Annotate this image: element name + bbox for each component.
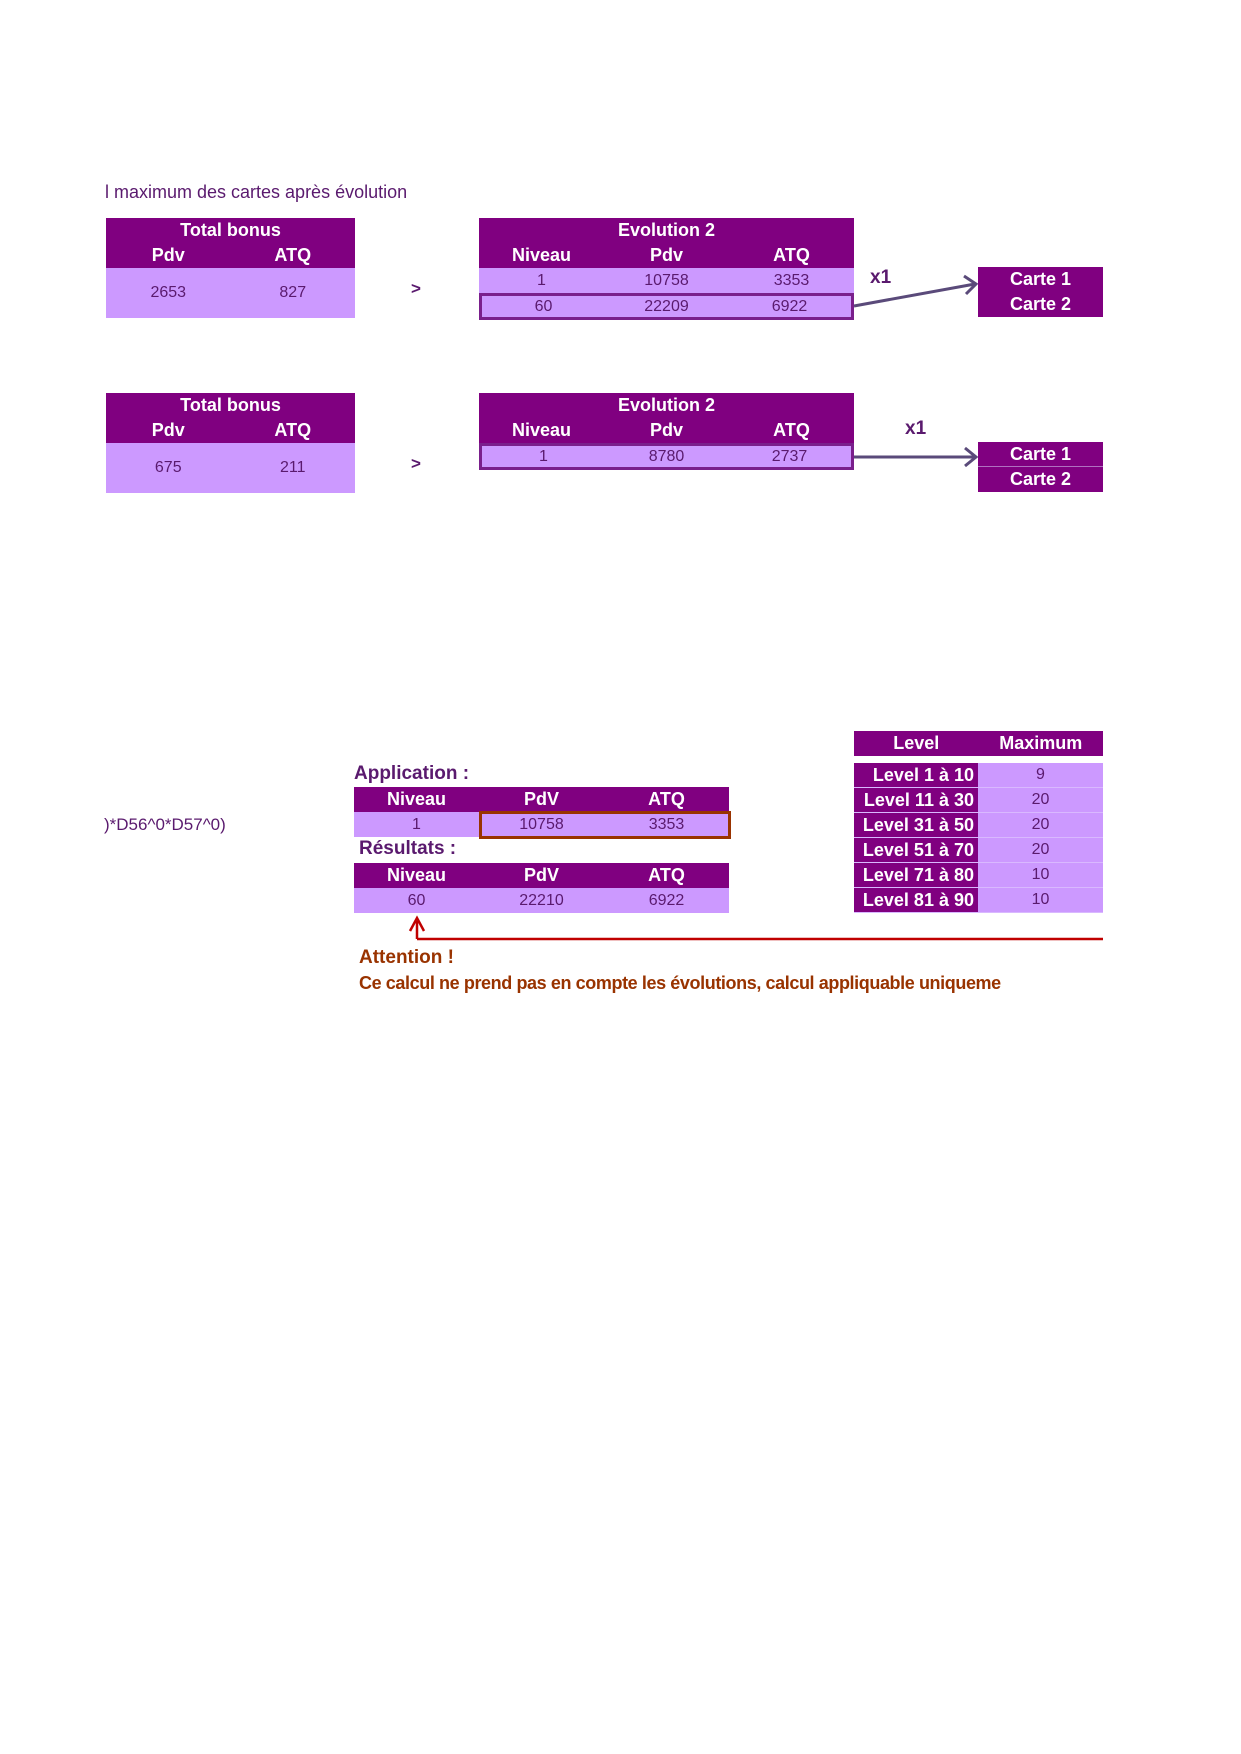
warning-title: Attention ! bbox=[359, 947, 454, 968]
cell[interactable]: 60 bbox=[407, 891, 426, 909]
multiplier: x1 bbox=[870, 267, 892, 288]
table-row: Level 31 à 50 20 bbox=[854, 813, 1103, 838]
cell[interactable]: 60 bbox=[534, 297, 553, 315]
col-header: Niveau bbox=[386, 865, 447, 885]
cell[interactable]: 8780 bbox=[648, 447, 685, 465]
table-row-selected: 60 22209 6922 bbox=[479, 293, 854, 320]
total-bonus-table-2: Total bonus Pdv ATQ 675 211 bbox=[106, 393, 355, 493]
col-header: Level bbox=[893, 733, 940, 753]
level-range: Level 81 à 90 bbox=[854, 888, 978, 912]
col-header: Pdv bbox=[151, 420, 185, 440]
col-header: Niveau bbox=[386, 789, 447, 809]
level-range: Level 51 à 70 bbox=[854, 838, 978, 862]
card-label: Carte 1 bbox=[1009, 443, 1072, 464]
results-table: Niveau PdV ATQ 60 22210 6922 bbox=[354, 863, 729, 913]
card-label: Carte 2 bbox=[1009, 294, 1072, 314]
col-header: Pdv bbox=[151, 245, 185, 265]
level-range: Level 11 à 30 bbox=[854, 788, 978, 812]
cell[interactable]: 6922 bbox=[771, 297, 808, 315]
application-label: Application : bbox=[354, 763, 470, 784]
cell[interactable]: 10758 bbox=[644, 271, 689, 289]
cell[interactable]: 1 bbox=[412, 815, 421, 833]
col-header: Niveau bbox=[511, 245, 572, 265]
table-row: Level 11 à 30 20 bbox=[854, 788, 1103, 813]
formula-text: )*D56^0*D57^0) bbox=[104, 815, 226, 834]
table-row-selected: 1 8780 2737 bbox=[479, 443, 854, 470]
level-maximum[interactable]: 10 bbox=[978, 888, 1103, 912]
arrow-icon bbox=[853, 274, 979, 308]
cell[interactable]: 1 bbox=[537, 271, 546, 289]
table-row: Level 71 à 80 10 bbox=[854, 863, 1103, 888]
arrow-icon bbox=[854, 446, 979, 468]
highlight-border bbox=[479, 811, 731, 839]
col-header: Pdv bbox=[649, 420, 683, 440]
cell[interactable]: 827 bbox=[279, 284, 307, 301]
cell[interactable]: 2737 bbox=[771, 447, 808, 465]
cell[interactable]: 3353 bbox=[648, 815, 685, 833]
card-label: Carte 1 bbox=[1009, 269, 1072, 289]
cell[interactable]: 22209 bbox=[644, 297, 689, 315]
warning-text: Ce calcul ne prend pas en compte les évo… bbox=[359, 973, 1001, 993]
evolution-table-1: Evolution 2 Niveau Pdv ATQ 1 10758 3353 60 22… bbox=[479, 218, 854, 320]
table-title: Evolution 2 bbox=[617, 395, 715, 415]
level-range: Level 71 à 80 bbox=[854, 863, 978, 887]
col-header: Pdv bbox=[649, 245, 683, 265]
compare-sign: > bbox=[411, 279, 421, 298]
cell[interactable]: 211 bbox=[279, 459, 306, 476]
cell[interactable]: 3353 bbox=[773, 271, 810, 289]
table-title: Total bonus bbox=[180, 395, 281, 415]
level-range: Level 1 à 10 bbox=[854, 763, 978, 787]
level-maximum[interactable]: 20 bbox=[978, 788, 1103, 812]
level-maximum[interactable]: 20 bbox=[978, 838, 1103, 862]
table-title: Total bonus bbox=[180, 220, 281, 240]
col-header: PdV bbox=[523, 865, 559, 885]
col-header: ATQ bbox=[274, 245, 312, 265]
compare-sign: > bbox=[411, 454, 421, 473]
table-title: Evolution 2 bbox=[617, 220, 715, 240]
table-row: 1 10758 3353 bbox=[479, 268, 854, 293]
cards-box-2: Carte 1 Carte 2 bbox=[978, 442, 1103, 492]
cards-box-1: Carte 1 Carte 2 bbox=[978, 267, 1103, 317]
cell[interactable]: 2653 bbox=[150, 284, 187, 301]
col-header: ATQ bbox=[274, 420, 312, 440]
col-header: PdV bbox=[523, 789, 559, 809]
level-maximum[interactable]: 9 bbox=[978, 763, 1103, 787]
level-maximum[interactable]: 20 bbox=[978, 813, 1103, 837]
caption: l maximum des cartes après évolution bbox=[105, 182, 408, 202]
levels-table: Level Maximum Level 1 à 10 9 Level 11 à 30 2… bbox=[854, 731, 1103, 913]
col-header: ATQ bbox=[648, 865, 685, 885]
table-row: Level 81 à 90 10 bbox=[854, 888, 1103, 913]
cell[interactable]: 675 bbox=[154, 459, 182, 476]
application-table: Niveau PdV ATQ 1 10758 3353 bbox=[354, 787, 729, 837]
card-label: Carte 2 bbox=[1009, 469, 1072, 489]
col-header: ATQ bbox=[773, 245, 810, 265]
cell[interactable]: 22210 bbox=[519, 891, 564, 909]
multiplier: x1 bbox=[905, 418, 927, 439]
table-row: Level 51 à 70 20 bbox=[854, 838, 1103, 863]
col-header: Maximum bbox=[999, 733, 1083, 753]
warning-arrow-icon bbox=[408, 915, 1103, 941]
level-range: Level 31 à 50 bbox=[854, 813, 978, 837]
cell[interactable]: 1 bbox=[539, 447, 548, 465]
table-row: Level 1 à 10 9 bbox=[854, 763, 1103, 788]
col-header: ATQ bbox=[773, 420, 810, 440]
evolution-table-2: Evolution 2 Niveau Pdv ATQ 1 8780 2737 bbox=[479, 393, 854, 470]
cell[interactable]: 10758 bbox=[519, 815, 564, 833]
results-label: Résultats : bbox=[359, 838, 457, 859]
col-header: Niveau bbox=[511, 420, 572, 440]
total-bonus-table-1: Total bonus Pdv ATQ 2653 827 bbox=[106, 218, 355, 318]
col-header: ATQ bbox=[648, 789, 685, 809]
cell[interactable]: 6922 bbox=[648, 891, 685, 909]
level-maximum[interactable]: 10 bbox=[978, 863, 1103, 887]
